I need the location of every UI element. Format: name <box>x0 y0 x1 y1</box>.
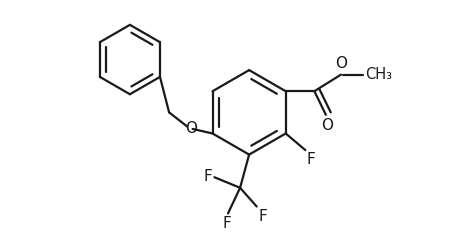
Text: F: F <box>307 152 316 168</box>
Text: F: F <box>203 168 212 184</box>
Text: F: F <box>222 216 231 231</box>
Text: F: F <box>259 209 267 224</box>
Text: O: O <box>335 56 347 71</box>
Text: O: O <box>185 121 197 137</box>
Text: O: O <box>321 118 333 133</box>
Text: CH₃: CH₃ <box>365 67 392 82</box>
